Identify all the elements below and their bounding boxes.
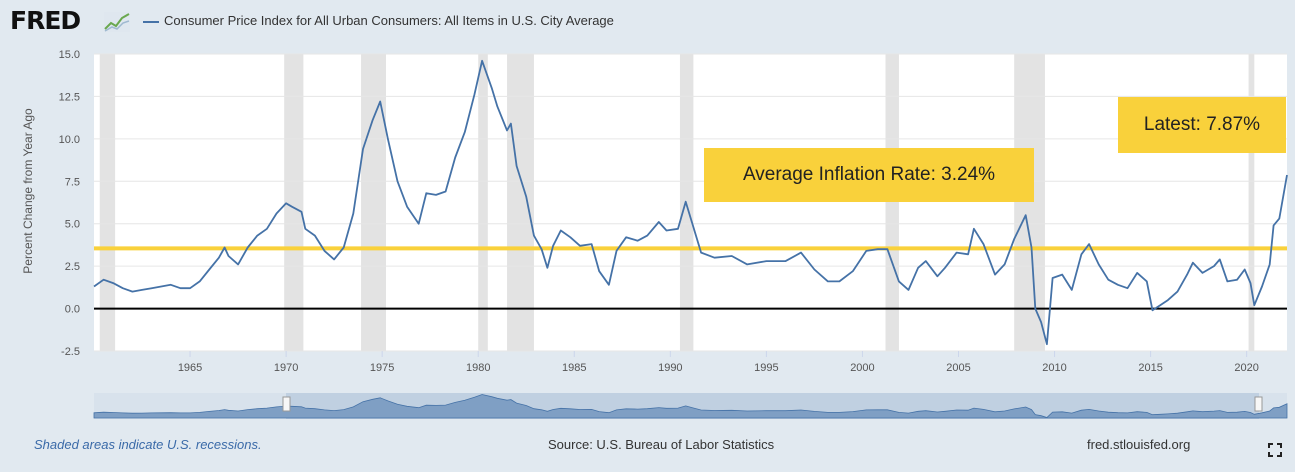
fred-logo[interactable]: FRED: [10, 6, 81, 35]
latest-value-annotation: Latest: 7.87%: [1118, 97, 1286, 153]
range-navigator[interactable]: [93, 393, 1288, 419]
fullscreen-icon[interactable]: [1268, 443, 1282, 457]
y-tick-label: 10.0: [59, 134, 80, 146]
x-tick-label: 1980: [466, 362, 490, 374]
series-title[interactable]: Consumer Price Index for All Urban Consu…: [164, 13, 614, 28]
chart-header: FRED Consumer Price Index for All Urban …: [0, 0, 1295, 46]
y-tick-label: 0.0: [65, 304, 80, 316]
x-tick-label: 2000: [850, 362, 874, 374]
y-tick-label: 12.5: [59, 91, 80, 103]
recession-note: Shaded areas indicate U.S. recessions.: [34, 437, 262, 452]
x-tick-label: 2010: [1042, 362, 1066, 374]
average-inflation-annotation: Average Inflation Rate: 3.24%: [704, 148, 1034, 202]
source-text: Source: U.S. Bureau of Labor Statistics: [548, 437, 775, 452]
gridlines: [94, 53, 1287, 352]
x-tick-label: 2020: [1234, 362, 1258, 374]
x-tick-label: 1985: [562, 362, 586, 374]
trend-line-icon: [104, 12, 130, 32]
recession-band: [361, 54, 387, 351]
y-tick-label: 7.5: [65, 176, 80, 188]
y-tick-labels: -2.5 0.0 2.5 5.0 7.5 10.0 12.5 15.0: [59, 49, 80, 358]
y-tick-label: 15.0: [59, 49, 80, 61]
navigator-handle-right[interactable]: [1254, 396, 1263, 412]
series-line[interactable]: [93, 59, 1288, 346]
y-axis-label: Percent Change from Year Ago: [21, 108, 35, 274]
x-tick-label: 1965: [178, 362, 202, 374]
y-tick-label: 5.0: [65, 219, 80, 231]
recession-band: [1248, 54, 1255, 351]
x-tick-label: 1975: [370, 362, 394, 374]
recession-band: [99, 54, 116, 351]
chart-area: -2.5 0.0 2.5 5.0 7.5 10.0 12.5 15.0 1965 1970 197…: [0, 46, 1295, 434]
x-tick-label: 1995: [754, 362, 778, 374]
legend-series-swatch: [143, 21, 159, 23]
y-tick-label: -2.5: [61, 346, 80, 358]
x-tick-labels: 1965 1970 1975 1980 1985 1990 1995 2000 2005 2010…: [178, 351, 1259, 374]
x-tick-label: 1970: [274, 362, 298, 374]
x-tick-label: 2015: [1138, 362, 1162, 374]
recession-band: [284, 54, 304, 351]
x-tick-label: 1990: [658, 362, 682, 374]
recession-band: [1014, 54, 1045, 351]
y-tick-label: 2.5: [65, 261, 80, 273]
navigator-handle-left[interactable]: [282, 396, 291, 412]
recession-band: [885, 54, 899, 351]
recession-band: [478, 54, 488, 351]
recession-band: [507, 54, 534, 351]
site-link[interactable]: fred.stlouisfed.org: [1087, 437, 1191, 452]
x-tick-label: 2005: [946, 362, 970, 374]
series-line-layer: [93, 59, 1288, 346]
